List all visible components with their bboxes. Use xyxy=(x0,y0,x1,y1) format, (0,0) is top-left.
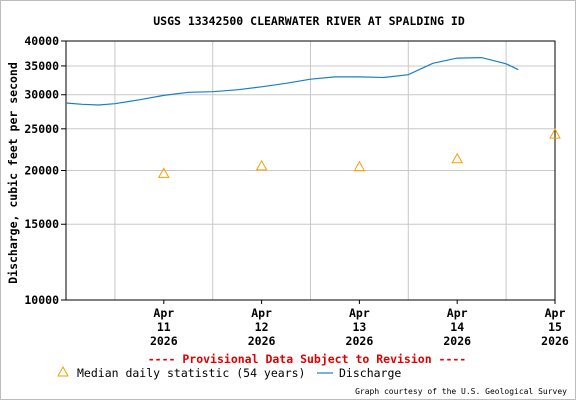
series-layer xyxy=(65,56,561,178)
x-tick-label-month: Apr xyxy=(349,306,370,320)
x-tick-label-year: 2026 xyxy=(346,334,374,348)
y-tick-label: 30000 xyxy=(24,88,59,102)
axis-layer: 10000150002000025000300003500040000Apr11… xyxy=(24,34,569,348)
y-tick-label: 15000 xyxy=(24,217,59,231)
y-tick-label: 35000 xyxy=(24,59,59,73)
x-tick-label-month: Apr xyxy=(251,306,272,320)
y-tick-label: 10000 xyxy=(24,293,59,307)
x-tick-label-day: 13 xyxy=(352,320,366,334)
y-tick-label: 40000 xyxy=(24,34,59,48)
x-tick-label-year: 2026 xyxy=(248,334,276,348)
median-point xyxy=(451,152,464,164)
x-tick-label-month: Apr xyxy=(153,306,174,320)
legend-median-label: Median daily statistic (54 years) xyxy=(77,366,305,380)
legend-median-marker xyxy=(57,365,69,377)
discharge-series-line xyxy=(65,56,519,106)
y-tick-label: 25000 xyxy=(24,122,59,136)
y-tick-label: 20000 xyxy=(24,164,59,178)
x-tick-label-year: 2026 xyxy=(443,334,471,348)
legend-discharge-label: Discharge xyxy=(339,366,401,380)
x-tick-label-day: 11 xyxy=(157,320,171,334)
median-point xyxy=(549,128,561,139)
chart-title: USGS 13342500 CLEARWATER RIVER AT SPALDI… xyxy=(153,14,465,28)
median-point xyxy=(353,160,366,172)
x-tick-label-month: Apr xyxy=(545,306,566,320)
median-point xyxy=(157,167,170,178)
x-tick-label-month: Apr xyxy=(447,306,468,320)
x-tick-label-day: 14 xyxy=(450,320,464,334)
graph-credit: Graph courtesy of the U.S. Geological Su… xyxy=(355,387,567,396)
x-tick-label-year: 2026 xyxy=(150,334,178,348)
plot-border xyxy=(65,40,556,301)
y-axis-label: Discharge, cubic feet per second xyxy=(6,62,20,284)
legend: Median daily statistic (54 years) Discha… xyxy=(57,365,401,380)
x-tick-label-day: 15 xyxy=(548,320,562,334)
x-tick-label-day: 12 xyxy=(255,320,269,334)
grid-layer xyxy=(66,40,555,301)
median-point xyxy=(255,159,268,171)
x-tick-label-year: 2026 xyxy=(541,334,569,348)
provisional-notice: ---- Provisional Data Subject to Revisio… xyxy=(148,352,467,366)
